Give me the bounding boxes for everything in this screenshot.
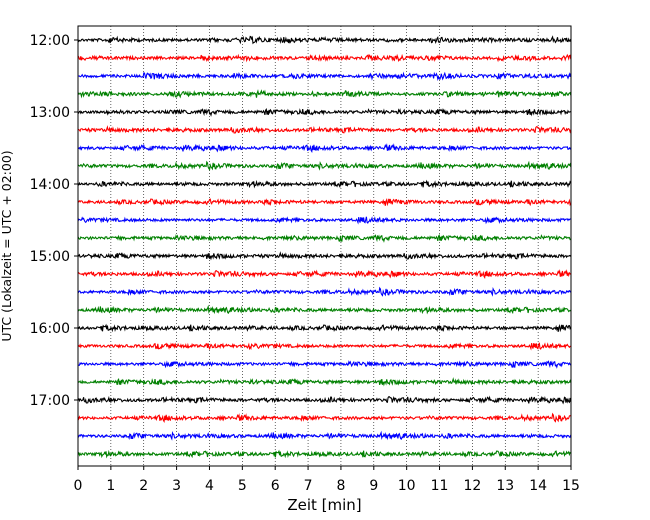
x-tick-label-11: 11 bbox=[431, 478, 449, 494]
trace-1500 bbox=[77, 251, 572, 261]
x-tick-label-3: 3 bbox=[172, 478, 181, 494]
x-tick-label-8: 8 bbox=[336, 478, 345, 494]
x-tick-label-14: 14 bbox=[529, 478, 547, 494]
y-axis: 12:00 13:00 14:00 15:00 16:00 17:00 bbox=[30, 33, 78, 409]
x-tick-label-12: 12 bbox=[463, 478, 481, 494]
trace-1700 bbox=[77, 395, 572, 405]
x-axis-title: Zeit [min] bbox=[287, 496, 361, 514]
x-tick-label-5: 5 bbox=[238, 478, 247, 494]
trace-1400 bbox=[77, 179, 572, 189]
y-tick-label-1: 13:00 bbox=[30, 105, 70, 121]
x-tick-label-6: 6 bbox=[271, 478, 280, 494]
trace-1515 bbox=[77, 269, 572, 280]
x-tick-label-10: 10 bbox=[398, 478, 416, 494]
grid-lines bbox=[110, 26, 539, 466]
trace-1300 bbox=[77, 107, 571, 117]
trace-1630 bbox=[77, 360, 572, 369]
trace-1430 bbox=[77, 216, 571, 225]
trace-1230 bbox=[77, 71, 572, 82]
trace-1245 bbox=[77, 89, 572, 99]
trace-1600 bbox=[77, 323, 572, 333]
x-tick-label-2: 2 bbox=[139, 478, 148, 494]
x-tick-label-0: 0 bbox=[74, 478, 83, 494]
trace-1615 bbox=[77, 342, 571, 351]
x-tick-label-13: 13 bbox=[496, 478, 514, 494]
trace-1545 bbox=[77, 304, 572, 315]
trace-1715 bbox=[77, 412, 571, 424]
y-tick-label-0: 12:00 bbox=[30, 33, 70, 49]
x-axis: 0 1 2 3 4 5 6 7 8 9 10 11 12 13 14 15 bbox=[74, 466, 580, 494]
x-tick-label-15: 15 bbox=[562, 478, 580, 494]
y-tick-label-4: 16:00 bbox=[30, 321, 70, 337]
trace-1315 bbox=[77, 125, 572, 134]
trace-1745 bbox=[77, 449, 572, 459]
x-tick-label-9: 9 bbox=[369, 478, 378, 494]
traces bbox=[77, 35, 572, 459]
trace-1445 bbox=[77, 233, 571, 243]
y-tick-label-2: 14:00 bbox=[30, 177, 70, 193]
x-tick-label-7: 7 bbox=[304, 478, 313, 494]
trace-1730 bbox=[77, 430, 572, 441]
plot-frame bbox=[77, 25, 572, 467]
trace-1345 bbox=[78, 160, 572, 171]
trace-1200 bbox=[77, 35, 572, 45]
trace-1645 bbox=[77, 377, 572, 387]
x-tick-label-1: 1 bbox=[106, 478, 115, 494]
x-tick-label-4: 4 bbox=[205, 478, 214, 494]
y-tick-label-3: 15:00 bbox=[30, 249, 70, 265]
trace-1215 bbox=[77, 53, 572, 63]
trace-1415 bbox=[77, 198, 572, 207]
y-axis-title: UTC (Lokalzeit = UTC + 02:00) bbox=[0, 150, 14, 341]
trace-1530 bbox=[77, 286, 572, 297]
y-tick-label-5: 17:00 bbox=[30, 393, 70, 409]
trace-1330 bbox=[77, 143, 572, 154]
